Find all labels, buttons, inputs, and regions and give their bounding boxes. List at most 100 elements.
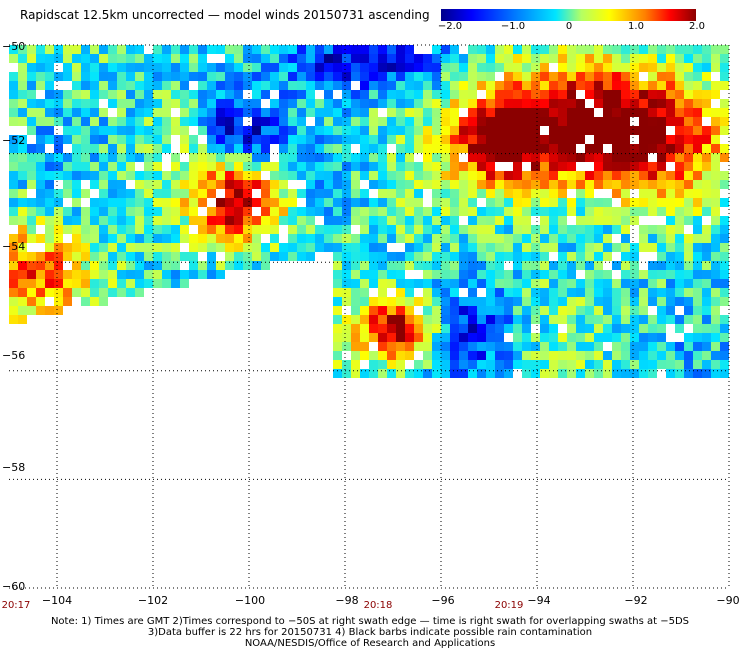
wind-cell <box>54 207 63 216</box>
wind-cell <box>450 72 459 81</box>
wind-cell <box>18 180 27 189</box>
wind-cell <box>90 225 99 234</box>
wind-cell <box>657 117 666 126</box>
wind-cell <box>585 324 594 333</box>
wind-cell <box>477 324 486 333</box>
wind-cell <box>684 270 693 279</box>
wind-cell <box>657 297 666 306</box>
wind-cell <box>684 72 693 81</box>
wind-cell <box>18 243 27 252</box>
wind-cell <box>297 108 306 117</box>
wind-cell <box>693 324 702 333</box>
wind-cell <box>252 81 261 90</box>
wind-cell <box>117 288 126 297</box>
wind-cell <box>90 216 99 225</box>
wind-cell <box>684 198 693 207</box>
wind-cell <box>414 144 423 153</box>
wind-cell <box>198 180 207 189</box>
wind-cell <box>45 171 54 180</box>
wind-cell <box>351 234 360 243</box>
wind-cell <box>567 315 576 324</box>
wind-cell <box>513 288 522 297</box>
wind-cell <box>522 234 531 243</box>
wind-cell <box>342 279 351 288</box>
wind-cell <box>117 153 126 162</box>
wind-cell <box>432 126 441 135</box>
wind-cell <box>18 315 27 324</box>
wind-cell <box>630 153 639 162</box>
wind-cell <box>459 225 468 234</box>
wind-cell <box>126 261 135 270</box>
wind-cell <box>432 45 441 54</box>
wind-cell <box>27 90 36 99</box>
wind-cell <box>243 189 252 198</box>
wind-cell <box>189 108 198 117</box>
wind-cell <box>711 270 720 279</box>
wind-cell <box>225 108 234 117</box>
wind-cell <box>594 72 603 81</box>
wind-cell <box>54 54 63 63</box>
wind-cell <box>378 90 387 99</box>
wind-cell <box>603 117 612 126</box>
wind-cell <box>171 189 180 198</box>
wind-cell <box>495 198 504 207</box>
wind-cell <box>585 54 594 63</box>
wind-cell <box>270 54 279 63</box>
wind-cell <box>540 171 549 180</box>
wind-cell <box>477 207 486 216</box>
wind-cell <box>432 90 441 99</box>
wind-cell <box>126 279 135 288</box>
wind-cell <box>378 180 387 189</box>
wind-cell <box>603 180 612 189</box>
wind-cell <box>351 126 360 135</box>
wind-cell <box>18 234 27 243</box>
wind-cell <box>486 369 495 378</box>
wind-cell <box>108 99 117 108</box>
wind-cell <box>225 90 234 99</box>
wind-cell <box>513 297 522 306</box>
wind-cell <box>522 99 531 108</box>
wind-cell <box>423 117 432 126</box>
wind-cell <box>684 234 693 243</box>
wind-cell <box>342 45 351 54</box>
wind-cell <box>432 342 441 351</box>
wind-cell <box>558 315 567 324</box>
wind-cell <box>432 225 441 234</box>
wind-cell <box>378 306 387 315</box>
wind-cell <box>9 216 18 225</box>
wind-cell <box>360 126 369 135</box>
wind-cell <box>513 360 522 369</box>
wind-cell <box>612 315 621 324</box>
wind-cell <box>558 360 567 369</box>
wind-cell <box>504 342 513 351</box>
wind-cell <box>459 324 468 333</box>
wind-cell <box>243 198 252 207</box>
wind-cell <box>36 81 45 90</box>
wind-cell <box>414 99 423 108</box>
wind-cell <box>54 288 63 297</box>
wind-cell <box>387 207 396 216</box>
wind-cell <box>558 189 567 198</box>
wind-cell <box>18 198 27 207</box>
wind-cell <box>351 243 360 252</box>
wind-cell <box>117 162 126 171</box>
wind-cell <box>378 333 387 342</box>
footnote-credit: NOAA/NESDIS/Office of Research and Appli… <box>244 638 496 649</box>
wind-cell <box>135 63 144 72</box>
wind-cell <box>603 54 612 63</box>
wind-cell <box>612 342 621 351</box>
wind-cell <box>486 207 495 216</box>
wind-cell <box>657 270 666 279</box>
wind-cell <box>162 225 171 234</box>
wind-cell <box>612 126 621 135</box>
wind-cell <box>315 45 324 54</box>
wind-cell <box>459 351 468 360</box>
wind-cell <box>468 81 477 90</box>
wind-cell <box>639 180 648 189</box>
wind-cell <box>459 279 468 288</box>
wind-cell <box>216 153 225 162</box>
wind-cell <box>144 216 153 225</box>
wind-cell <box>540 369 549 378</box>
wind-cell <box>594 369 603 378</box>
wind-cell <box>261 207 270 216</box>
